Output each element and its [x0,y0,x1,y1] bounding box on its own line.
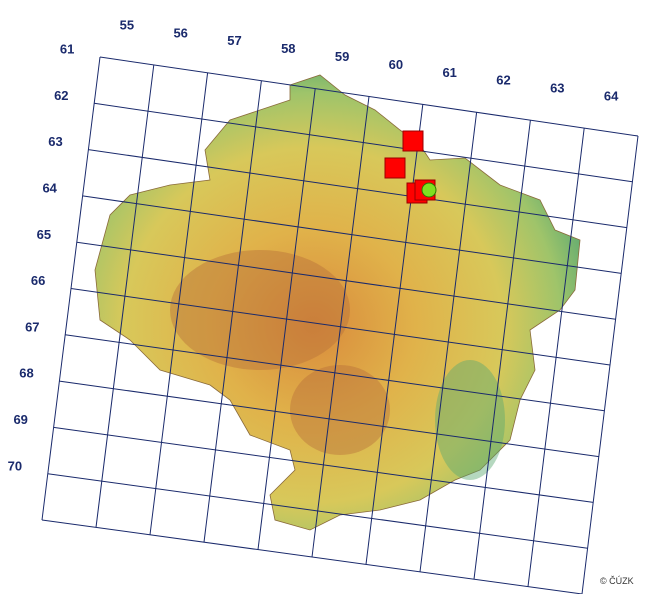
copyright: © ČÚZK [600,576,634,586]
highland [170,250,350,370]
grid [41,56,639,594]
lowland [435,360,505,480]
grid-line [53,426,594,503]
row-label: 61 [60,42,74,57]
record-circle [421,182,437,198]
row-label: 67 [25,319,39,334]
record-square [384,157,406,179]
column-label: 61 [442,65,456,80]
column-label: 55 [120,17,134,32]
grid-line [70,288,611,366]
grid-line [41,519,583,594]
record-square [402,130,424,152]
column-label: 60 [389,57,403,72]
column-label: 58 [281,41,295,56]
grid-line [59,380,599,458]
grid-labels: 55 56 57 58 59 60 61 62 63 64 61 62 63 64 65 66 67 68 69 70 [8,17,619,473]
row-label: 66 [31,273,45,288]
column-label: 63 [550,81,564,96]
grid-line [47,473,588,549]
row-label: 62 [54,88,68,103]
column-label: 62 [496,73,510,88]
column-label: 59 [335,49,349,64]
markers [384,130,437,204]
row-label: 64 [42,180,57,195]
column-label: 57 [227,33,241,48]
grid-line [94,102,633,183]
column-label: 56 [173,25,187,40]
grid-line [82,195,622,274]
row-label: 63 [48,134,62,149]
highland [290,365,390,455]
grid-line [65,334,605,412]
grid-line [99,56,639,137]
column-label: 64 [604,88,619,103]
row-label: 68 [19,366,33,381]
grid-line [76,241,616,320]
grid-line [88,149,627,229]
row-label: 70 [8,458,22,473]
row-label: 69 [13,412,27,427]
row-label: 65 [37,227,51,242]
